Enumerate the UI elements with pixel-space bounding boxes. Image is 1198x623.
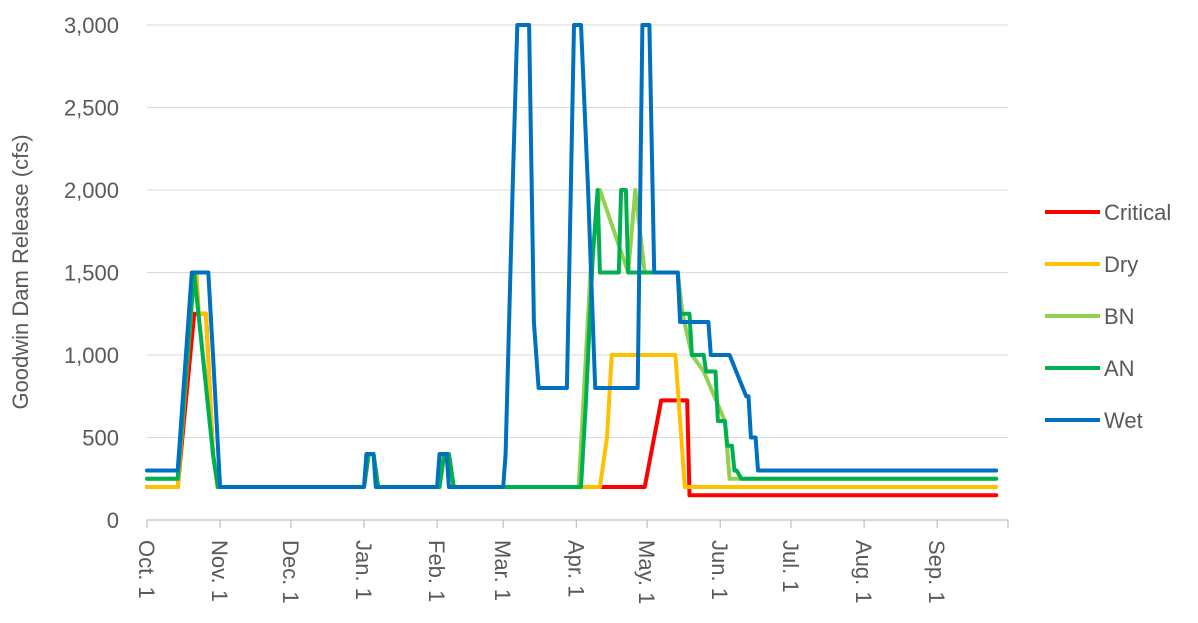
x-tick-label: Dec. 1	[278, 540, 303, 604]
y-tick-label: 1,500	[64, 261, 119, 286]
x-tick-label: Feb. 1	[424, 540, 449, 602]
legend: Critical Dry BN AN Wet	[1045, 200, 1171, 433]
legend-label-critical: Critical	[1104, 200, 1171, 225]
legend-label-wet: Wet	[1104, 408, 1143, 433]
x-axis: Oct. 1 Nov. 1 Dec. 1 Jan. 1 Feb. 1 Mar. 1 Apr.…	[134, 519, 1009, 604]
y-axis-title: Goodwin Dam Release (cfs)	[8, 134, 33, 409]
y-axis-ticks: 0 500 1,000 1,500 2,000 2,500 3,000	[64, 13, 119, 533]
x-tick-label: Oct. 1	[134, 540, 159, 599]
x-tick-label: Mar. 1	[490, 540, 515, 601]
series-lines	[145, 23, 999, 498]
series-line-wet	[145, 23, 999, 489]
series-line-dry	[145, 270, 999, 489]
x-tick-label: Jan. 1	[351, 540, 376, 600]
x-tick-label: Sep. 1	[924, 540, 949, 604]
y-tick-label: 2,500	[64, 96, 119, 121]
y-tick-label: 1,000	[64, 343, 119, 368]
y-tick-label: 2,000	[64, 178, 119, 203]
x-tick-label: Aug. 1	[851, 540, 876, 604]
x-tick-label: Jul. 1	[778, 540, 803, 593]
x-tick-label: Nov. 1	[207, 540, 232, 602]
y-tick-label: 0	[107, 508, 119, 533]
gridlines	[147, 24, 1008, 438]
x-tick-label: Apr. 1	[563, 540, 588, 597]
series-line-critical	[145, 311, 999, 498]
legend-label-dry: Dry	[1104, 252, 1138, 277]
legend-label-an: AN	[1104, 356, 1135, 381]
y-tick-label: 3,000	[64, 13, 119, 38]
y-tick-label: 500	[82, 426, 119, 451]
legend-label-bn: BN	[1104, 304, 1135, 329]
x-tick-label: Jun. 1	[707, 540, 732, 600]
x-tick-label: May. 1	[634, 540, 659, 604]
